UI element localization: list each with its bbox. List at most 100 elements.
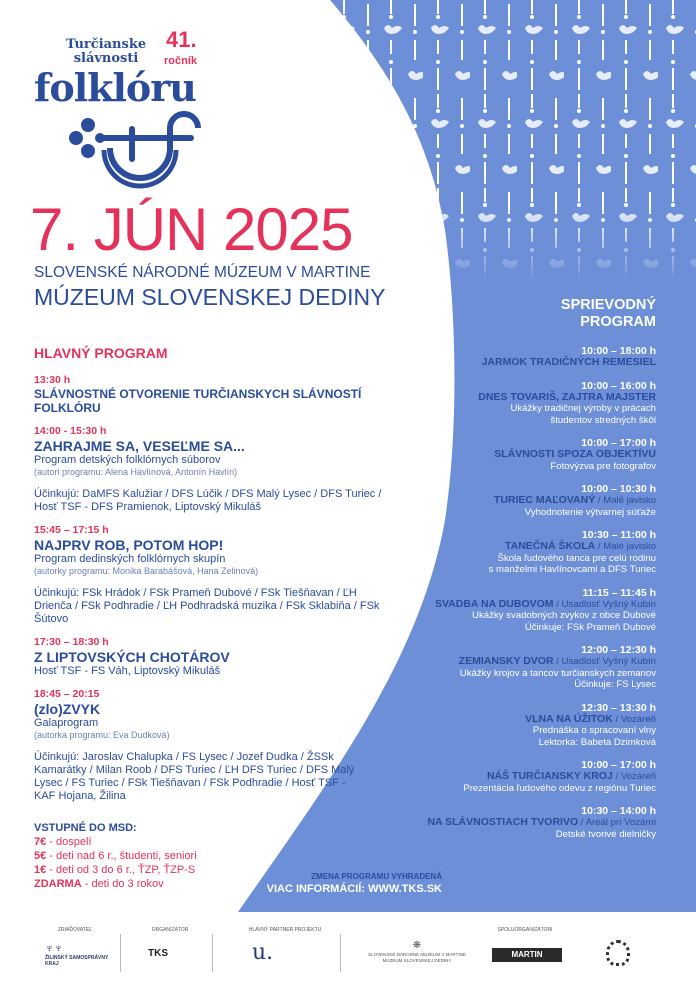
founder-label: ZRIAĎOVATEĽ	[58, 927, 92, 933]
program-change-note: ZMENA PROGRAMU VYHRADENÁ	[311, 872, 442, 881]
coorganizers-label: SPOLUORGANIZÁTORI	[497, 927, 553, 933]
item-name: DNES TOVARIŠ, ZAJTRA MAJSTER	[478, 390, 656, 403]
side-program-heading: SPRIEVODNÝ PROGRAM	[406, 297, 656, 331]
folk-bird-pattern	[330, 0, 696, 280]
fee-desc: - deti do 3 rokov	[81, 878, 164, 890]
item-time: 10:00 – 18:00 h	[581, 345, 656, 357]
organizer-logo: TKS	[148, 948, 168, 959]
item-time: 10:00 – 17:00 h	[581, 759, 656, 771]
fee-price: 1€	[34, 864, 47, 876]
event-name: SLÁVNOSTNÉ OTVORENIE TURČIANSKYCH SLÁVNO…	[34, 387, 362, 415]
item-time: 10:00 – 17:00 h	[581, 437, 656, 449]
item-desc: študentov stredných škôl	[550, 414, 656, 426]
event-authors: (autori programu: Alena Havlínová, Anton…	[34, 467, 238, 477]
item-desc: Fotovýzva pre fotografov	[550, 460, 656, 472]
event-time: 18:45 – 20:15	[34, 688, 100, 700]
event-authors: (autorka programu: Eva Dudková)	[34, 730, 170, 740]
snm-logo-text: SLOVENSKÉ NÁRODNÉ MÚZEUM V MARTINE MÚZEU…	[368, 952, 466, 963]
side-program-item: 10:00 – 16:00 h DNES TOVARIŠ, ZAJTRA MAJ…	[406, 380, 656, 427]
item-venue: / Malé javisko	[595, 541, 656, 552]
event-date: 7. JÚN 2025	[30, 196, 354, 263]
partner-logo: u.	[252, 940, 274, 965]
snm-emblem-icon: ❋	[412, 940, 422, 951]
item-desc: Účinkuje: FSk Prameň Dubové	[524, 621, 656, 633]
item-desc: Prezentácia ľudového odevu z regiónu Tur…	[463, 782, 656, 794]
main-program-heading: HLAVNÝ PROGRAM	[34, 345, 168, 361]
item-time: 11:15 – 11:45 h	[582, 586, 656, 599]
side-program-item: 10:30 – 11:00 h TANEČNÁ ŠKOLA / Malé jav…	[406, 529, 656, 576]
fee-desc: - deti od 3 do 6 r., ŤZP, ŤZP-S	[46, 864, 196, 876]
event-name: (zlo)ZVYK	[34, 701, 101, 717]
item-name: VLNA NA ÚŽITOK	[525, 712, 613, 725]
side-program-list: 10:00 – 18:00 h JARMOK TRADIČNÝCH REMESI…	[406, 345, 656, 840]
item-title: TANEČNÁ ŠKOLA / Malé javisko	[406, 540, 656, 553]
side-program-item: 10:00 – 10:30 h TURIEC MAĽOVANÝ / Malé j…	[406, 483, 656, 518]
side-program-item: 12:30 – 13:30 h VLNA NA ÚŽITOK / Vozáreň…	[406, 702, 656, 749]
event-subtitle: Program dedinských folklórnych skupín	[34, 553, 226, 565]
item-desc: Ukážky tradičnej výroby v prácach	[510, 403, 656, 414]
admission: VSTUPNÉ DO MSD: 7€ - dospelí 5€ - deti n…	[34, 821, 384, 891]
item-desc: Lektorka: Babeta Dzimková	[538, 736, 656, 748]
side-program-item: 12:00 – 12:30 h ZEMIANSKY DVOR / Usadlos…	[406, 644, 656, 691]
item-name: NA SLÁVNOSTIACH TVORIVO	[427, 816, 579, 828]
item-venue: / Vozáreň	[612, 771, 656, 782]
main-event: 15:45 – 17:15 h NAJPRV ROB, POTOM HOP! P…	[34, 524, 384, 626]
main-program: HLAVNÝ PROGRAM 13:30 h SLÁVNOSTNÉ OTVORE…	[34, 345, 384, 803]
partner-label: HLAVNÝ PARTNER PROJEKTU	[248, 927, 322, 933]
event-performers: Účinkujú: FSk Hrádok / FSk Prameň Dubové…	[34, 587, 380, 625]
trident-icon: ♆♆	[45, 941, 63, 955]
divider	[340, 934, 341, 972]
organizer-label: ORGANIZÁTOR	[151, 927, 189, 933]
fee-row: ZDARMA - deti do 3 rokov	[34, 877, 384, 891]
fee-row: 7€ - dospelí	[34, 835, 384, 849]
item-time: 12:30 – 13:30 h	[581, 701, 656, 714]
logo-text-line1: Turčianske	[66, 37, 147, 52]
item-title: NA SLÁVNOSTIACH TVORIVO / Areál pri Vozá…	[406, 816, 656, 829]
item-venue: / Vozáreň	[612, 713, 656, 725]
side-program-item: 10:30 – 14:00 h NA SLÁVNOSTIACH TVORIVO …	[406, 805, 656, 840]
side-program: SPRIEVODNÝ PROGRAM 10:00 – 18:00 h JARMO…	[406, 297, 656, 851]
edition-number: 41.	[166, 27, 197, 52]
item-time: 12:00 – 12:30 h	[581, 644, 656, 656]
partners-footer: ZRIAĎOVATEĽ ♆♆ ŽILINSKÝ SAMOSPRÁVNY KRAJ …	[0, 920, 696, 984]
side-heading-line1: SPRIEVODNÝ	[560, 297, 656, 313]
left-column: HLAVNÝ PROGRAM 13:30 h SLÁVNOSTNÉ OTVORE…	[34, 345, 384, 891]
main-event: 18:45 – 20:15 (zlo)ZVYK Galaprogram (aut…	[34, 688, 384, 803]
event-time: 15:45 – 17:15 h	[34, 524, 109, 536]
side-program-item: 10:00 – 17:00 h SLÁVNOSTI SPOZA OBJEKTÍV…	[406, 437, 656, 472]
item-desc: Škola ľudového tanca pre celú rodinu	[497, 552, 656, 564]
admission-heading: VSTUPNÉ DO MSD:	[34, 822, 137, 834]
fee-price: 5€	[34, 850, 47, 862]
main-event: 13:30 h SLÁVNOSTNÉ OTVORENIE TURČIANSKYC…	[34, 374, 384, 415]
item-desc: Vyhodnotenie výtvarnej súťaže	[524, 506, 656, 518]
item-time: 10:30 – 14:00 h	[581, 805, 656, 817]
item-venue: / Malé javisko	[595, 495, 656, 506]
fee-row: 5€ - deti nad 6 r., študenti, seniori	[34, 849, 384, 863]
divider	[212, 934, 213, 972]
event-time: 13:30 h	[34, 374, 71, 386]
item-title: DNES TOVARIŠ, ZAJTRA MAJSTER	[406, 390, 656, 404]
item-name: ZEMIANSKY DVOR	[458, 655, 554, 667]
item-title: SVADBA NA DUBOVOM / Usadlosť Vyšný Kubín	[406, 597, 656, 611]
event-time: 17:30 – 18:30 h	[34, 636, 109, 648]
item-title: NÁŠ TURČIANSKY KROJ / Vozáreň	[406, 770, 656, 783]
fee-desc: - deti nad 6 r., študenti, seniori	[46, 850, 197, 862]
event-name: NAJPRV ROB, POTOM HOP!	[34, 537, 224, 553]
divider	[120, 934, 121, 972]
item-name: TURIEC MAĽOVANÝ	[493, 494, 596, 506]
website-link[interactable]: VIAC INFORMÁCIÍ: WWW.TKS.SK	[266, 883, 442, 895]
event-subtitle: Program detských folklórnych súborov	[34, 454, 221, 466]
event-name: ZAHRAJME SA, VESEĽME SA...	[34, 438, 245, 454]
item-name: SVADBA NA DUBOVOM	[434, 597, 554, 610]
edition-label: ročník	[164, 55, 198, 67]
venue-line1: SLOVENSKÉ NÁRODNÉ MÚZEUM V MARTINE	[34, 264, 371, 281]
item-time: 10:00 – 10:30 h	[581, 483, 656, 495]
item-venue: / Areál pri Vozárni	[578, 817, 656, 828]
item-title: ZEMIANSKY DVOR / Usadlosť Vyšný Kubín	[406, 655, 656, 668]
item-title: JARMOK TRADIČNÝCH REMESIEL	[406, 356, 656, 369]
item-desc: Účinkuje: FS Lysec	[574, 679, 656, 690]
founder-logo-text: ŽILINSKÝ SAMOSPRÁVNY KRAJ	[45, 955, 109, 967]
logo-text-line3: folklóru	[34, 65, 197, 110]
item-name: NÁŠ TURČIANSKY KROJ	[486, 770, 613, 782]
